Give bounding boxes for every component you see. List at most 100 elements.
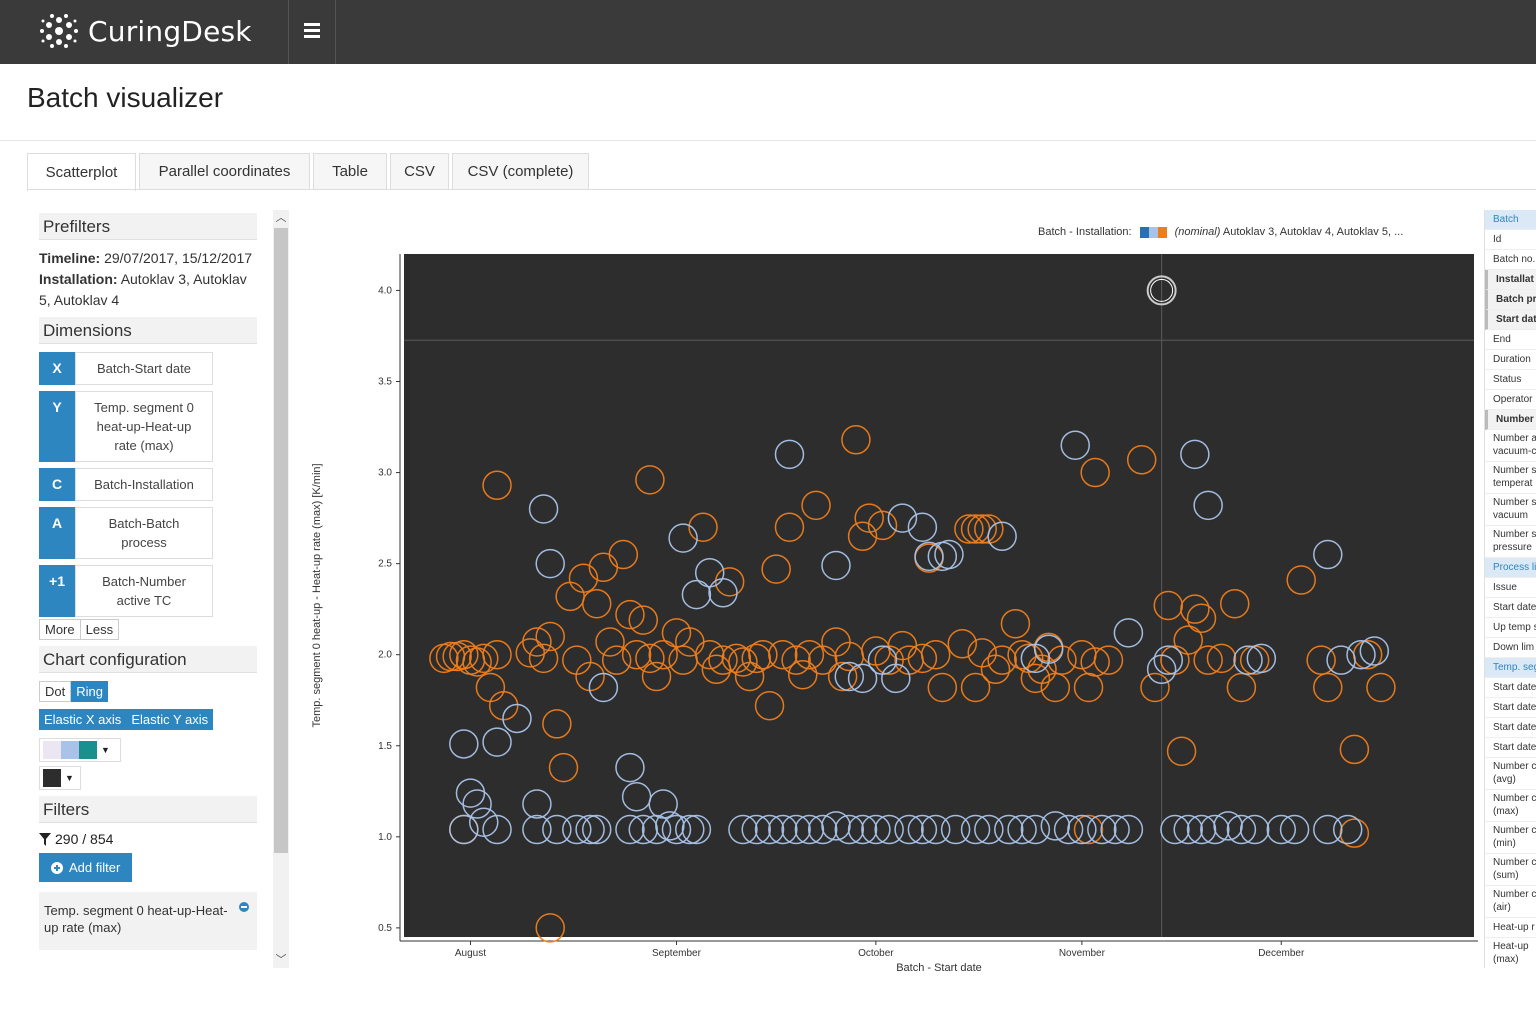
color-swatch: [61, 741, 79, 759]
attribute-row[interactable]: Number c (sum): [1485, 854, 1536, 886]
attribute-row[interactable]: Number s vacuum: [1485, 494, 1536, 526]
dimension-key[interactable]: A: [39, 507, 75, 559]
dot-button[interactable]: Dot: [39, 681, 72, 702]
attribute-row[interactable]: Number c (min): [1485, 822, 1536, 854]
remove-filter-icon[interactable]: [239, 902, 249, 912]
tab-parallel-coordinates[interactable]: Parallel coordinates: [139, 153, 310, 189]
dimension-extra[interactable]: +1 Batch-Number active TC: [39, 565, 257, 617]
attribute-row[interactable]: Number s temperat: [1485, 462, 1536, 494]
attribute-row[interactable]: Start date: [1485, 678, 1536, 698]
scrollbar-thumb[interactable]: [274, 228, 288, 853]
more-button[interactable]: More: [39, 619, 81, 640]
attribute-row[interactable]: End: [1485, 330, 1536, 350]
data-point-ring: [681, 814, 712, 845]
attribute-row[interactable]: Start date: [1485, 718, 1536, 738]
attribute-row[interactable]: Number: [1485, 410, 1536, 430]
attribute-row[interactable]: Batch no.: [1485, 250, 1536, 270]
chevron-down-icon[interactable]: ﹀: [275, 954, 287, 966]
dimension-key[interactable]: X: [39, 352, 75, 385]
data-point-ring: [1213, 811, 1243, 841]
data-point-ring: [449, 814, 479, 845]
attribute-row[interactable]: Operator: [1485, 390, 1536, 410]
ring-button[interactable]: Ring: [71, 681, 108, 702]
attribute-row[interactable]: Heat-up r: [1485, 918, 1536, 938]
attribute-row[interactable]: Temp. seg: [1485, 658, 1536, 678]
add-filter-label: Add filter: [69, 860, 121, 875]
tab-csv-complete[interactable]: CSV (complete): [452, 153, 589, 189]
less-button[interactable]: Less: [80, 619, 120, 640]
dimension-key[interactable]: Y: [39, 391, 75, 462]
attribute-row[interactable]: Number a vacuum-c: [1485, 430, 1536, 462]
data-point-ring: [947, 629, 978, 659]
data-point-ring: [462, 647, 492, 677]
dimension-y[interactable]: Y Temp. segment 0 heat-up-Heat-up rate (…: [39, 391, 257, 462]
data-point-ring: [754, 690, 785, 721]
attribute-row[interactable]: Number c (max): [1485, 790, 1536, 822]
color-swatch: [79, 741, 97, 759]
tab-table[interactable]: Table: [313, 153, 387, 189]
chart-config-heading: Chart configuration: [39, 646, 257, 673]
y-tick-label: 2.5: [378, 559, 392, 570]
tab-scatterplot[interactable]: Scatterplot: [27, 153, 136, 191]
attribute-row[interactable]: Installat: [1485, 270, 1536, 290]
attribute-row[interactable]: Start date: [1485, 698, 1536, 718]
data-point-ring: [462, 789, 492, 819]
attribute-row[interactable]: Id: [1485, 230, 1536, 250]
dimension-value[interactable]: Batch-Number active TC: [75, 565, 213, 617]
elastic-x-button[interactable]: Elastic X axis: [39, 709, 127, 730]
dimension-value[interactable]: Batch-Start date: [75, 352, 213, 385]
attribute-row[interactable]: Start date: [1485, 598, 1536, 618]
attribute-row[interactable]: Down lim: [1485, 638, 1536, 658]
attribute-row[interactable]: Number c (avg): [1485, 758, 1536, 790]
data-point-ring: [960, 672, 991, 703]
data-point-ring: [754, 814, 785, 845]
attribute-row[interactable]: Start date: [1485, 738, 1536, 758]
attribute-row[interactable]: Batch pr: [1485, 290, 1536, 310]
legend-swatch: [1148, 226, 1158, 238]
dimension-key[interactable]: +1: [39, 565, 75, 617]
data-point-ring: [967, 514, 997, 544]
tab-csv[interactable]: CSV: [390, 153, 449, 189]
attribute-row[interactable]: Status: [1485, 370, 1536, 390]
dimension-x[interactable]: X Batch-Start date: [39, 352, 257, 385]
data-point-ring: [741, 814, 771, 845]
divider: [0, 140, 1536, 141]
attribute-row[interactable]: Heat-up (max): [1485, 938, 1536, 968]
data-point-ring: [502, 703, 532, 734]
data-point-ring: [974, 814, 1004, 845]
add-filter-button[interactable]: Add filter: [39, 853, 133, 882]
attribute-row[interactable]: Issue: [1485, 578, 1536, 598]
dimension-color[interactable]: C Batch-Installation: [39, 468, 257, 501]
sidebar-scrollbar[interactable]: ︿ ﹀: [273, 210, 289, 968]
attribute-row[interactable]: Number c (air): [1485, 886, 1536, 918]
attribute-row[interactable]: Start dat: [1485, 310, 1536, 330]
data-point-ring: [469, 807, 499, 838]
data-point-ring: [867, 510, 898, 541]
dimension-value[interactable]: Batch-Batch process: [75, 507, 213, 559]
hamburger-menu-icon[interactable]: [304, 23, 320, 39]
data-point-ring: [1233, 645, 1263, 675]
attribute-row[interactable]: Number s pressure: [1485, 526, 1536, 558]
dimension-key[interactable]: C: [39, 468, 75, 501]
data-point-ring: [1087, 814, 1117, 845]
brand-logo[interactable]: CuringDesk: [38, 12, 252, 50]
data-point-ring: [1020, 663, 1051, 694]
elastic-y-button[interactable]: Elastic Y axis: [126, 709, 214, 730]
data-point-ring: [1346, 639, 1376, 670]
attribute-row[interactable]: Process li: [1485, 558, 1536, 578]
chevron-up-icon[interactable]: ︿: [275, 212, 287, 224]
dimension-area[interactable]: A Batch-Batch process: [39, 507, 257, 559]
scatterplot-chart[interactable]: 0.5 1.0 1.5 2.0 2.5 3.0 3.5 4.0 August September O…: [300, 210, 1480, 980]
attribute-row[interactable]: Batch: [1485, 210, 1536, 230]
background-color-picker[interactable]: ▼: [39, 766, 81, 790]
attribute-row[interactable]: Up temp s: [1485, 618, 1536, 638]
color-scheme-picker[interactable]: ▼: [39, 738, 121, 762]
filters-heading: Filters: [39, 796, 257, 823]
data-point-ring: [1040, 672, 1071, 703]
dimension-value[interactable]: Temp. segment 0 heat-up-Heat-up rate (ma…: [75, 391, 213, 462]
data-point-ring: [621, 639, 652, 670]
attribute-row[interactable]: Duration: [1485, 350, 1536, 370]
data-point-ring: [748, 639, 778, 670]
dimension-value[interactable]: Batch-Installation: [75, 468, 213, 501]
data-point-ring: [1226, 672, 1257, 703]
